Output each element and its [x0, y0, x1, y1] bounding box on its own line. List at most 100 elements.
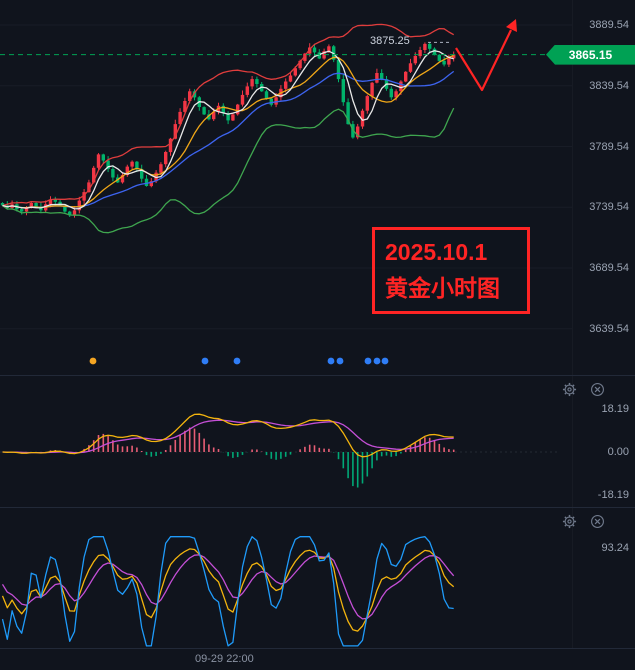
- kdj-toolbar: [562, 514, 605, 529]
- candle-body: [255, 79, 259, 84]
- candle-body: [63, 205, 67, 212]
- candle-body: [360, 110, 365, 127]
- candle-body: [130, 161, 134, 167]
- candle-body: [269, 98, 273, 105]
- candle-body: [274, 97, 278, 105]
- candle-body: [231, 114, 235, 121]
- candle-body: [125, 166, 129, 176]
- candle-body: [284, 81, 288, 89]
- candle-body: [432, 48, 437, 55]
- candle-body: [101, 154, 105, 161]
- event-marker-dot[interactable]: [89, 357, 97, 365]
- ma10-line: [2, 54, 454, 209]
- candle-body: [288, 75, 293, 82]
- event-marker-dot[interactable]: [201, 357, 209, 365]
- candle-body: [20, 209, 24, 212]
- candle-body: [428, 43, 432, 49]
- event-marker-dot[interactable]: [336, 357, 344, 365]
- candle-body: [298, 60, 302, 69]
- price-axis-label: 3839.54: [589, 79, 629, 92]
- candle-body: [308, 47, 312, 54]
- event-marker-dot[interactable]: [373, 357, 381, 365]
- boll-lower-line: [2, 107, 455, 234]
- candle-body: [34, 203, 38, 207]
- candle-body: [96, 154, 101, 168]
- candle-body: [437, 54, 441, 61]
- annotation-title: 黄金小时图: [385, 274, 500, 301]
- candle-body: [144, 178, 149, 186]
- candle-body: [423, 43, 427, 50]
- settings-icon[interactable]: [562, 382, 577, 397]
- candle-body: [221, 105, 225, 114]
- price-axis-label: 3689.54: [589, 262, 629, 274]
- candle-body: [0, 203, 5, 206]
- candle-body: [140, 169, 144, 179]
- macd-chart[interactable]: [0, 376, 572, 508]
- macd-axis-label: 18.19: [601, 402, 629, 415]
- event-marker-dot[interactable]: [327, 357, 335, 365]
- candle-body: [356, 126, 360, 138]
- close-icon[interactable]: [590, 382, 605, 397]
- candle-body: [77, 200, 81, 211]
- candle-body: [447, 58, 451, 65]
- candle-body: [346, 102, 350, 125]
- candle-body: [336, 59, 341, 80]
- macd-dea-line: [2, 419, 454, 454]
- kdj-axis-label: 93.24: [601, 542, 629, 555]
- candlestick-chart[interactable]: [0, 0, 572, 375]
- candle-body: [452, 54, 456, 59]
- candle-body: [404, 71, 408, 82]
- candle-body: [399, 81, 403, 92]
- event-marker-dot[interactable]: [381, 357, 389, 365]
- macd-axis[interactable]: 18.19 0.00 -18.19: [572, 376, 635, 507]
- candle-body: [72, 210, 77, 216]
- kdj-chart[interactable]: [0, 508, 572, 649]
- candle-body: [192, 91, 197, 98]
- candle-body: [293, 68, 297, 76]
- price-axis[interactable]: 3889.54 3839.54 3789.54 3739.54 3689.54 3639.…: [572, 0, 635, 375]
- kdj-panel: 93.24: [0, 507, 635, 648]
- candle-body: [380, 73, 384, 80]
- candle-body: [48, 199, 53, 205]
- candle-body: [341, 79, 345, 103]
- kdj-axis[interactable]: 93.24: [572, 508, 635, 648]
- candle-body: [408, 63, 413, 72]
- price-axis-label: 3739.54: [589, 201, 629, 214]
- current-price-value: 3865.15: [568, 47, 613, 62]
- candle-body: [92, 167, 96, 183]
- candle-body: [53, 199, 57, 202]
- candle-body: [168, 138, 173, 153]
- boll-upper-line: [2, 23, 455, 207]
- candle-body: [375, 73, 379, 83]
- settings-icon[interactable]: [562, 514, 577, 529]
- price-axis-label: 3639.54: [589, 322, 629, 335]
- drawn-arrow[interactable]: [455, 29, 512, 92]
- candle-body: [312, 47, 317, 53]
- event-marker-dot[interactable]: [233, 357, 241, 365]
- candle-body: [58, 201, 62, 206]
- candle-body: [413, 56, 417, 64]
- kdj-j-line: [1, 536, 454, 647]
- time-axis[interactable]: 09-29 22:00: [0, 648, 635, 670]
- close-icon[interactable]: [590, 514, 605, 529]
- macd-axis-label: -18.19: [597, 489, 629, 501]
- session-high-label: 3875.25: [370, 35, 410, 48]
- candle-body: [250, 79, 254, 87]
- price-axis-label: 3789.54: [589, 140, 629, 153]
- candle-body: [370, 82, 374, 97]
- candle-body: [111, 169, 115, 178]
- candle-body: [173, 124, 177, 139]
- event-marker-dot[interactable]: [364, 357, 372, 365]
- candle-body: [82, 192, 86, 201]
- candle-body: [264, 91, 269, 99]
- annotation-box[interactable]: 2025.10.1 黄金小时图: [372, 227, 530, 315]
- macd-axis-label: 0.00: [607, 446, 629, 458]
- candle-body: [317, 52, 321, 59]
- candle-body: [202, 107, 206, 115]
- candle-body: [245, 86, 249, 95]
- ma5-line: [2, 50, 454, 210]
- candle-body: [236, 104, 240, 115]
- candle-body: [29, 203, 33, 208]
- candle-body: [207, 114, 211, 120]
